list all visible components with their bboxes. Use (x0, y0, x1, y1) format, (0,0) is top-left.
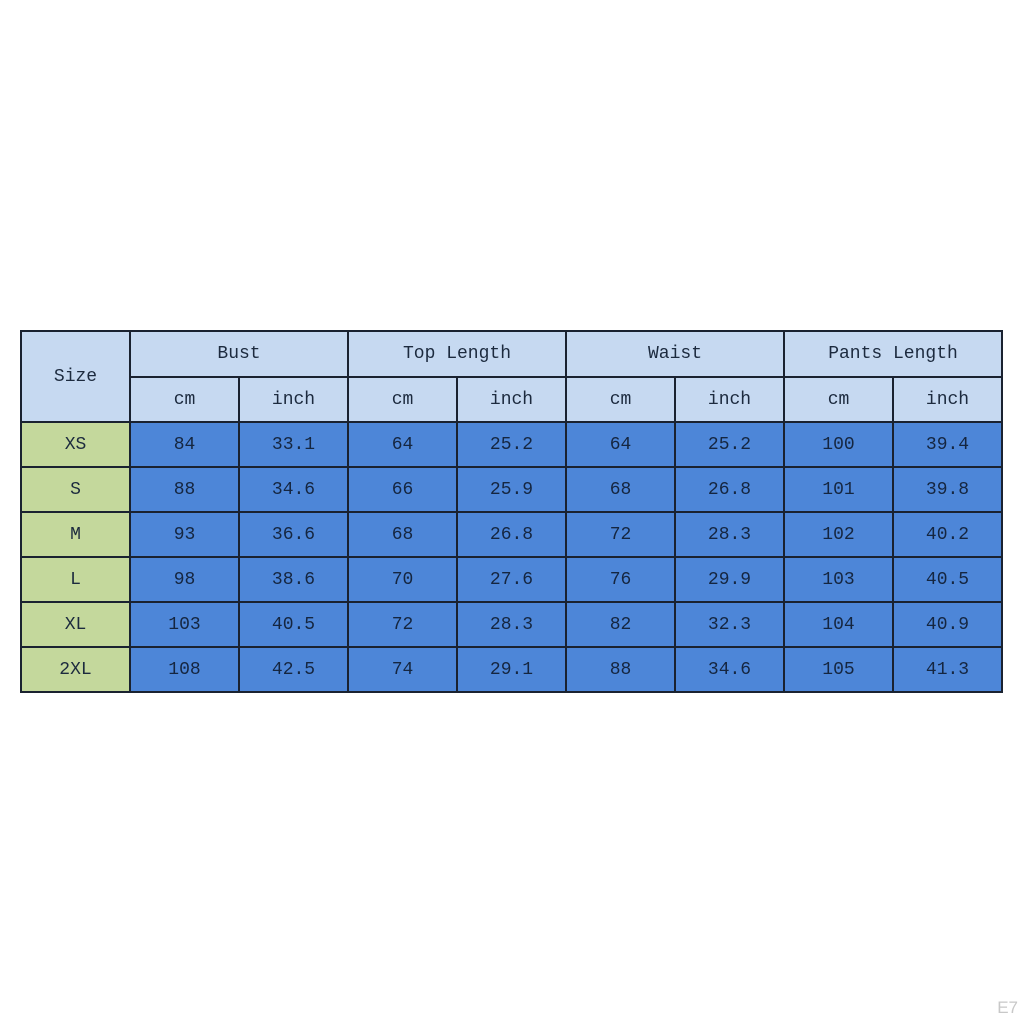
value-cell: 76 (565, 556, 676, 603)
value-cell: 33.1 (238, 421, 349, 468)
value-cell: 74 (347, 646, 458, 693)
size-cell: S (20, 466, 131, 513)
watermark: E7 (997, 998, 1018, 1017)
unit-header-inch: inch (456, 376, 567, 423)
group-header-pants-length: Pants Length (783, 330, 1003, 378)
unit-header-inch: inch (238, 376, 349, 423)
group-header-bust: Bust (129, 330, 349, 378)
value-cell: 25.9 (456, 466, 567, 513)
value-cell: 105 (783, 646, 894, 693)
unit-header-cm: cm (347, 376, 458, 423)
value-cell: 104 (783, 601, 894, 648)
value-cell: 39.4 (892, 421, 1003, 468)
value-cell: 39.8 (892, 466, 1003, 513)
value-cell: 103 (129, 601, 240, 648)
value-cell: 28.3 (456, 601, 567, 648)
value-cell: 88 (565, 646, 676, 693)
value-cell: 40.5 (892, 556, 1003, 603)
header-row-groups: Size Bust Top Length Waist Pants Length (20, 330, 1003, 423)
value-cell: 93 (129, 511, 240, 558)
value-cell: 38.6 (238, 556, 349, 603)
value-cell: 68 (347, 511, 458, 558)
size-chart-table: Size Bust Top Length Waist Pants Length … (20, 330, 1003, 693)
value-cell: 108 (129, 646, 240, 693)
size-cell: XL (20, 601, 131, 648)
value-cell: 82 (565, 601, 676, 648)
value-cell: 27.6 (456, 556, 567, 603)
value-cell: 68 (565, 466, 676, 513)
value-cell: 72 (347, 601, 458, 648)
value-cell: 72 (565, 511, 676, 558)
table-body: XS 84 33.1 64 25.2 64 25.2 100 39.4 S 88 34.6 66 25.9… (20, 421, 1003, 693)
value-cell: 28.3 (674, 511, 785, 558)
value-cell: 64 (565, 421, 676, 468)
value-cell: 70 (347, 556, 458, 603)
value-cell: 84 (129, 421, 240, 468)
size-cell: 2XL (20, 646, 131, 693)
value-cell: 103 (783, 556, 894, 603)
value-cell: 32.3 (674, 601, 785, 648)
value-cell: 88 (129, 466, 240, 513)
value-cell: 29.9 (674, 556, 785, 603)
table-row: XL 103 40.5 72 28.3 82 32.3 104 40.9 (20, 601, 1003, 648)
value-cell: 34.6 (674, 646, 785, 693)
value-cell: 41.3 (892, 646, 1003, 693)
unit-header-cm: cm (129, 376, 240, 423)
table-row: L 98 38.6 70 27.6 76 29.9 103 40.5 (20, 556, 1003, 603)
value-cell: 26.8 (674, 466, 785, 513)
value-cell: 29.1 (456, 646, 567, 693)
value-cell: 25.2 (674, 421, 785, 468)
unit-header-cm: cm (565, 376, 676, 423)
size-cell: XS (20, 421, 131, 468)
value-cell: 40.2 (892, 511, 1003, 558)
value-cell: 42.5 (238, 646, 349, 693)
value-cell: 26.8 (456, 511, 567, 558)
group-header-top-length: Top Length (347, 330, 567, 378)
value-cell: 40.9 (892, 601, 1003, 648)
size-header: Size (20, 330, 131, 423)
unit-header-inch: inch (674, 376, 785, 423)
group-header-waist: Waist (565, 330, 785, 378)
header-row-units: cm inch cm inch cm inch cm inch (21, 376, 1003, 423)
table-row: 2XL 108 42.5 74 29.1 88 34.6 105 41.3 (20, 646, 1003, 693)
value-cell: 100 (783, 421, 894, 468)
value-cell: 102 (783, 511, 894, 558)
value-cell: 34.6 (238, 466, 349, 513)
size-cell: L (20, 556, 131, 603)
value-cell: 98 (129, 556, 240, 603)
table-row: M 93 36.6 68 26.8 72 28.3 102 40.2 (20, 511, 1003, 558)
value-cell: 101 (783, 466, 894, 513)
table-row: XS 84 33.1 64 25.2 64 25.2 100 39.4 (20, 421, 1003, 468)
table-row: S 88 34.6 66 25.9 68 26.8 101 39.8 (20, 466, 1003, 513)
value-cell: 64 (347, 421, 458, 468)
value-cell: 40.5 (238, 601, 349, 648)
value-cell: 36.6 (238, 511, 349, 558)
value-cell: 66 (347, 466, 458, 513)
value-cell: 25.2 (456, 421, 567, 468)
unit-header-cm: cm (783, 376, 894, 423)
unit-header-inch: inch (892, 376, 1003, 423)
size-cell: M (20, 511, 131, 558)
